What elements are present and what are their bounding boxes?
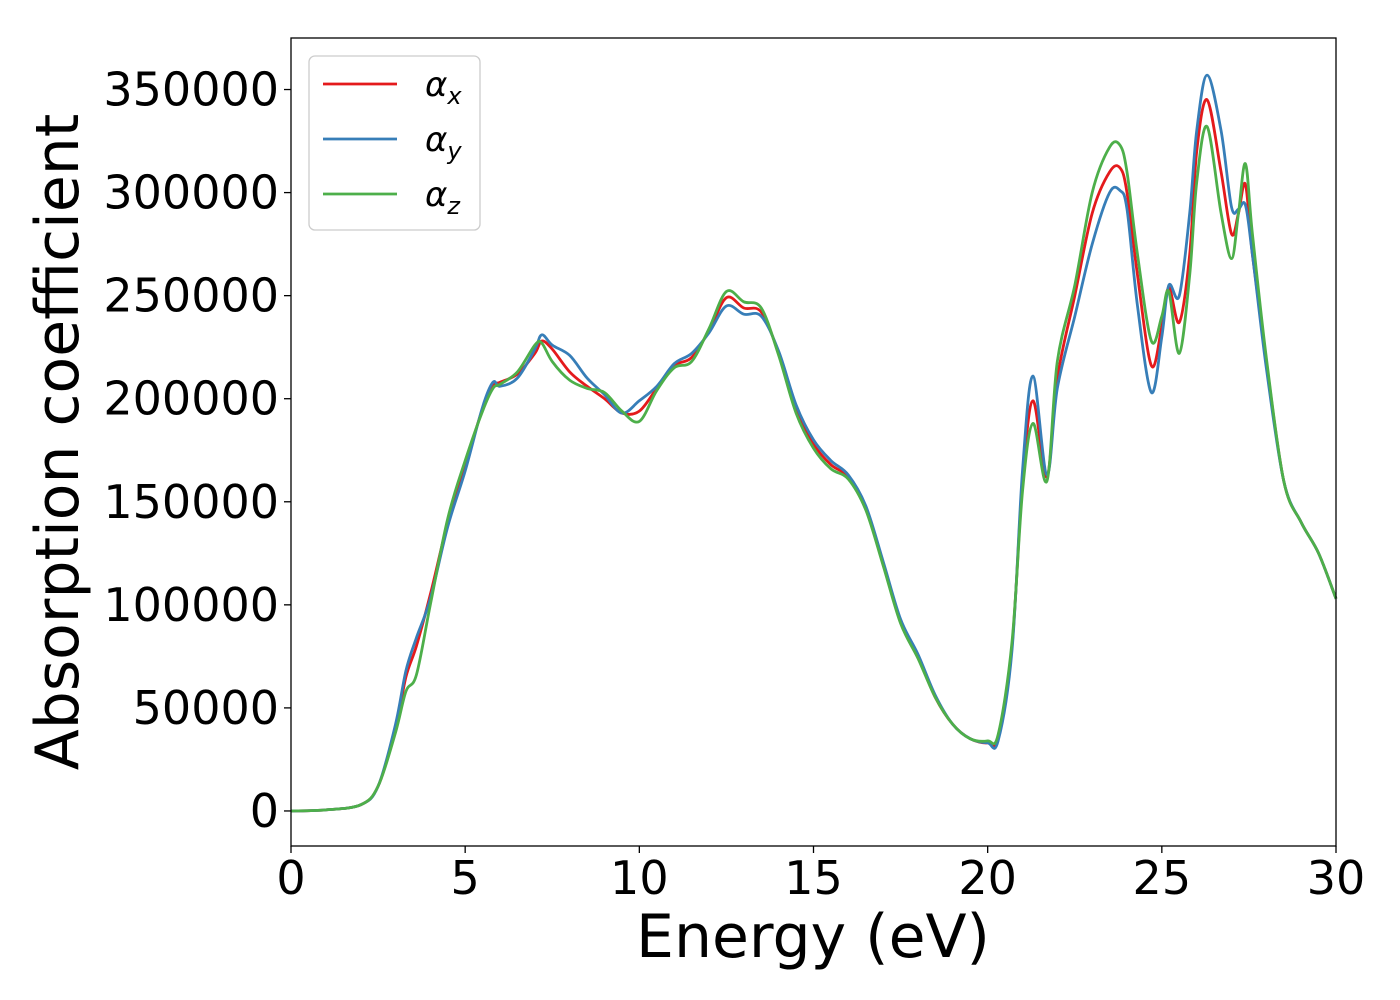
legend-subscript: z bbox=[446, 192, 461, 220]
legend-box bbox=[308, 55, 481, 231]
y-tick-label: 100000 bbox=[103, 578, 279, 632]
series-line-y bbox=[290, 73, 1338, 813]
legend-label-x: αx bbox=[425, 65, 462, 110]
series-layer bbox=[290, 73, 1338, 813]
x-tick-label: 20 bbox=[958, 851, 1017, 905]
y-axis: 0 50000 100000 150000 200000 250000 300000 3500… bbox=[103, 63, 291, 838]
series-line-z bbox=[290, 124, 1338, 813]
y-tick-label: 300000 bbox=[103, 166, 279, 220]
legend-symbol: α bbox=[425, 120, 447, 160]
legend-subscript: x bbox=[446, 82, 462, 110]
legend-label-z: αz bbox=[425, 175, 461, 220]
y-tick-label: 350000 bbox=[103, 63, 279, 117]
legend-label-y: αy bbox=[425, 120, 462, 165]
legend-subscript: y bbox=[446, 137, 462, 165]
x-tick-label: 15 bbox=[784, 851, 843, 905]
x-tick-label: 5 bbox=[451, 851, 480, 905]
x-tick-label: 0 bbox=[276, 851, 305, 905]
y-tick-label: 150000 bbox=[103, 475, 279, 529]
x-tick-label: 10 bbox=[610, 851, 669, 905]
x-tick-label: 30 bbox=[1307, 851, 1366, 905]
x-axis: 0 5 10 15 20 25 30 bbox=[276, 846, 1365, 905]
y-tick-label: 0 bbox=[250, 784, 279, 838]
x-tick-label: 25 bbox=[1133, 851, 1192, 905]
legend-symbol: α bbox=[425, 65, 447, 105]
y-axis-label: Absorption coefficient bbox=[23, 114, 93, 771]
y-tick-label: 250000 bbox=[103, 269, 279, 323]
legend-symbol: α bbox=[425, 175, 447, 215]
y-tick-label: 50000 bbox=[133, 681, 279, 735]
y-tick-label: 200000 bbox=[103, 372, 279, 426]
x-axis-label: Energy (eV) bbox=[636, 902, 990, 972]
